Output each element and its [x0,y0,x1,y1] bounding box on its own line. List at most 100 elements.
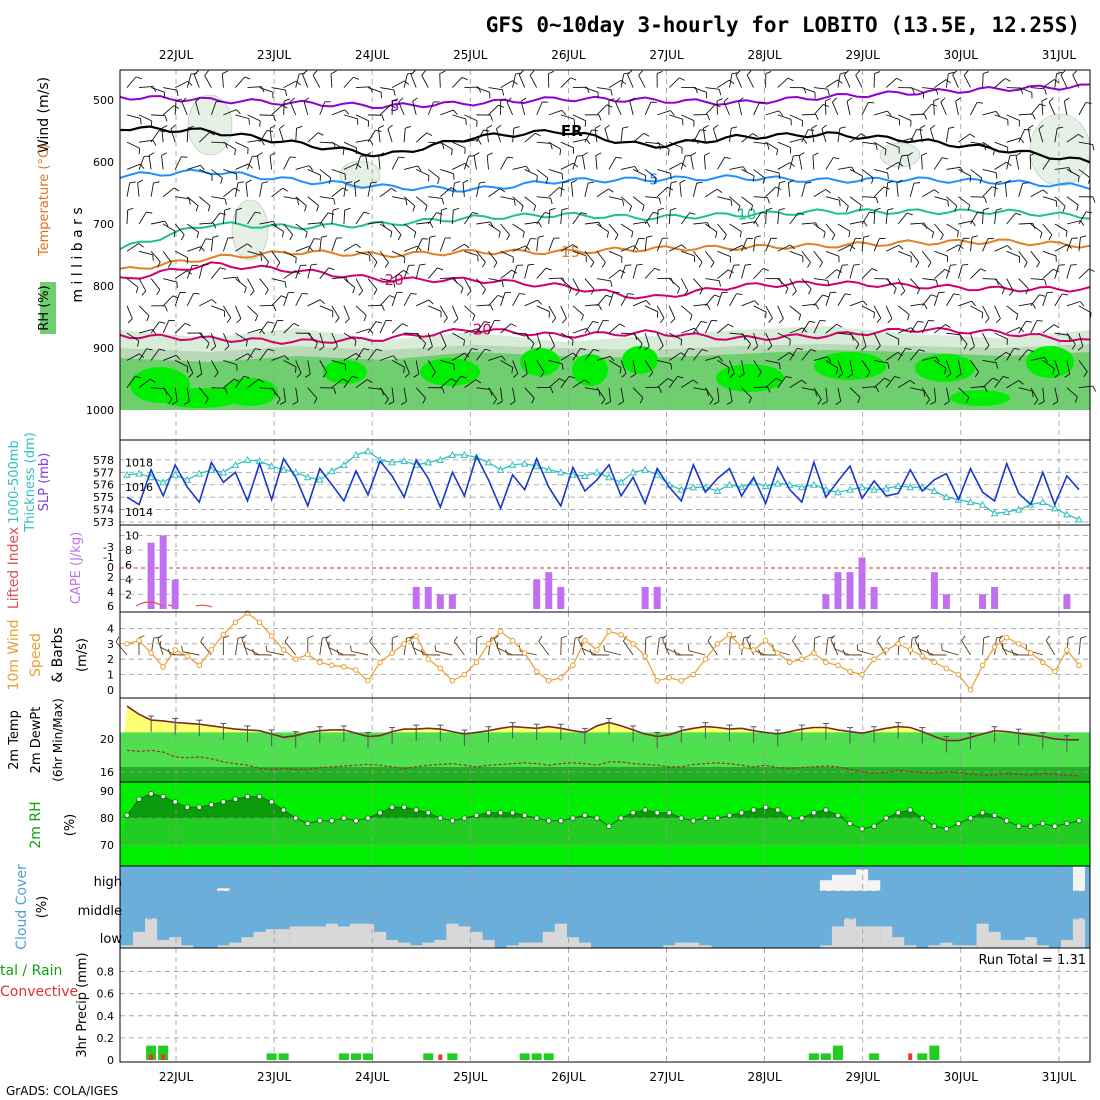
wind-barb-flag [715,231,718,238]
wind-speed-point [1052,668,1058,675]
wind-barb [946,166,961,170]
rh-shade-90 [1026,346,1074,378]
wind-barb [115,641,128,656]
wind-barb [801,387,816,391]
rh2m-point [931,823,938,829]
low-cloud-bar [121,945,134,948]
wind-barb [657,110,671,116]
wind-barb-flag [531,397,535,404]
thickness-point [713,486,722,494]
wind-barb-flag [437,177,440,184]
wind-barb [451,376,461,388]
wind-barb-flag [629,205,633,212]
wind-barb [681,327,695,334]
wind-barb-flag [426,132,433,137]
wind-barb [524,238,531,252]
wind-barb-flag [969,175,972,183]
wind-barb-flag [984,345,990,351]
wind-barb-flag [752,175,755,182]
wind-barb [668,376,678,388]
precip-total-bar [363,1053,373,1060]
wind-barb [789,379,802,389]
wind-barb-flag [832,97,837,103]
wind-barb-flag [352,375,359,379]
wind-barb-flag [984,196,987,203]
wind-barb [1066,169,1080,177]
wind-barb [584,321,594,334]
isotherm-line [119,261,1091,300]
precip-tick-label: 0.6 [97,988,115,1001]
wind-barb-flag [548,70,555,75]
wind-barb-flag [528,263,535,266]
wind-barb-flag [861,346,867,351]
pressure-tick-label: 600 [93,156,114,169]
wind-barb-flag [342,149,345,156]
wind-barb-flag [827,636,834,639]
rh-shade-90 [622,346,658,374]
wind-barb-flag [391,188,397,192]
wind-barb-flag [901,154,908,157]
wind-barb [182,651,200,656]
wind-barb [307,264,312,279]
precip-tick-label: 0.8 [97,966,115,979]
wind-barb [705,356,719,361]
wind-barb [946,223,959,232]
wind-barb [705,87,720,90]
wind-barb [403,293,412,307]
wind-barb [693,278,703,290]
wind-barb [765,141,778,150]
wind-barb [235,163,249,170]
wind-barb-flag [186,257,189,264]
wind-barb-flag [311,263,318,266]
wind-barb-flag [522,231,525,238]
wind-barb-flag [313,238,320,240]
wind-barb-flag [195,205,199,212]
wind-barb [488,104,499,116]
wind-barb-flag [1005,179,1011,184]
wind-barb [331,305,340,319]
wind-barb-flag [706,114,711,121]
wind-barb [668,182,672,197]
wind-speed-point [835,662,841,669]
wind-barb-flag [289,234,294,241]
wind-barb [1030,103,1041,116]
wind-barb [222,332,230,347]
low-cloud-bar [1024,937,1037,948]
wind-barb [753,211,762,225]
rh2m-point [1076,818,1082,824]
wind-barb [873,186,885,198]
wind-speed-point [955,671,962,678]
wind-barb-flag [1032,303,1036,309]
wind-barb [186,265,193,279]
wind-barb-flag [1080,636,1087,639]
low-cloud-bar [952,945,965,948]
wind-barb [210,212,221,225]
wind-barb [452,114,466,120]
wind-barb [849,196,862,206]
low-cloud-bar [482,939,495,948]
rh2m-point [1028,823,1034,829]
wind-barb [235,305,242,319]
wind-barb [500,250,514,258]
wind-barb [1015,155,1020,170]
day-label-top: 30JUL [944,48,979,62]
wind-barb [909,278,921,290]
wind-barb-flag [706,304,711,310]
wind-barb [692,129,701,143]
wind-barb [572,305,584,316]
wind-barb-flag [473,152,480,157]
wind-barb-flag [694,327,699,333]
wind-barb-flag [926,649,930,656]
wind-barb [958,332,968,345]
wind-barb-flag [525,165,531,172]
wind-barb [777,162,791,170]
wind-barb [898,137,912,143]
wind-barb [909,349,920,361]
cloud-unit-label: (%) [35,896,50,919]
wind-barb-flag [724,156,731,159]
rh-shade-90 [420,358,480,386]
wind-barb-flag [398,156,405,159]
wind-barb-flag [603,644,606,651]
wind-barb-flag [1066,244,1073,249]
wind-barb-flag [378,125,384,129]
